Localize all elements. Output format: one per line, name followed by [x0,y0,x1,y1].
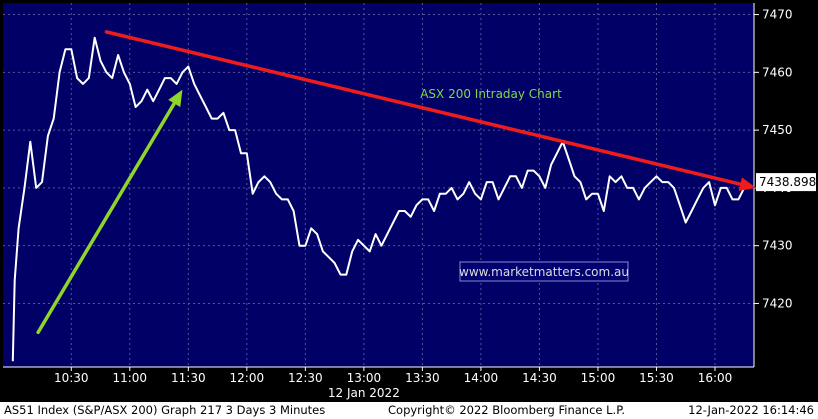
grid-lines [3,3,755,368]
watermark: www.marketmatters.com.au [459,261,629,282]
footer-copyright: Copyright© 2022 Bloomberg Finance L.P. [388,403,625,417]
uptrend-arrow-head [168,89,183,107]
chart-area: 742074307440745074607470 10:3011:0011:30… [3,3,816,400]
price-line [11,36,748,362]
chart-title: ASX 200 Intraday Chart [420,87,562,101]
date-label: 12 Jan 2022 [328,386,400,400]
plot-background [3,3,754,367]
last-value: 7438.898 [759,175,816,189]
x-tick-label: 14:00 [464,371,499,385]
y-tick-label: 7470 [762,8,793,22]
footer-timestamp: 12-Jan-2022 16:14:46 [688,403,814,417]
footer-security: AS51 Index (S&P/ASX 200) Graph 217 3 Day… [4,403,326,417]
x-tick-label: 15:00 [581,371,616,385]
footer-bar: AS51 Index (S&P/ASX 200) Graph 217 3 Day… [0,402,818,419]
last-value-box [756,173,816,192]
watermark-box [459,261,629,282]
watermark-text: www.marketmatters.com.au [459,265,629,279]
downtrend-arrow-shaft [104,30,743,186]
x-tick-label: 13:00 [347,371,382,385]
x-tick-label: 12:00 [230,371,265,385]
y-tick-label: 7420 [762,296,793,310]
x-tick-label: 11:30 [171,371,206,385]
downtrend-arrow-head [738,177,756,191]
x-tick-label: 15:30 [639,371,674,385]
y-tick-label: 7460 [762,65,793,79]
x-tick-label: 12:30 [288,371,323,385]
x-axis-labels: 10:30 11:00 11:30 12:00 12:30 13:00 13:30 14:00… [54,367,732,385]
y-tick-label: 7430 [762,239,793,253]
x-tick-label: 11:00 [112,371,147,385]
y-axis-labels: 742074307440745074607470 [754,8,793,310]
x-tick-label: 14:30 [522,371,557,385]
x-tick-label: 13:30 [405,371,440,385]
uptrend-arrow-shaft [36,101,177,335]
x-tick-label: 16:00 [698,371,733,385]
last-value-tag: 7438.898 [756,173,816,192]
x-tick-label: 10:30 [54,371,89,385]
trend-arrows [36,30,756,335]
y-tick-label: 7450 [762,123,793,137]
